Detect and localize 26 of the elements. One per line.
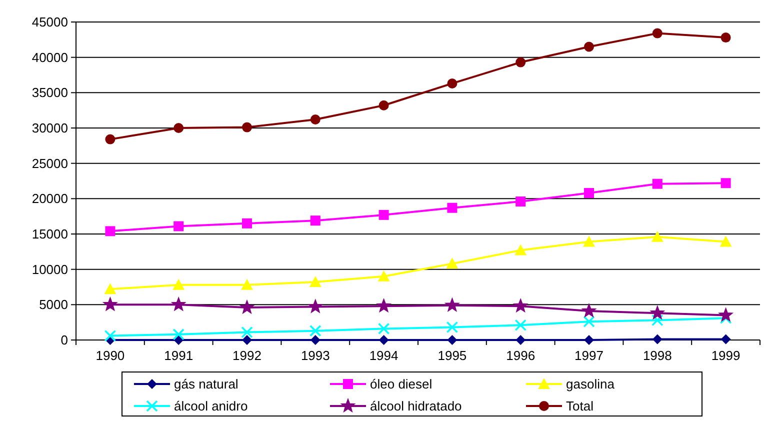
y-tick-label: 45000 [32, 14, 68, 30]
legend-label: Total [566, 398, 594, 414]
y-tick-label: 10000 [32, 262, 68, 277]
x-tick-label: 1998 [642, 348, 672, 363]
x-tick-label: 1992 [232, 348, 262, 363]
x-tick-label: 1990 [96, 348, 125, 363]
x-tick-label: 1996 [506, 348, 536, 363]
x-tick-label: 1991 [164, 348, 194, 363]
y-tick-label: 20000 [32, 191, 68, 206]
legend-label: gasolina [566, 376, 616, 392]
y-tick-label: 0 [60, 332, 68, 348]
y-tick-label: 35000 [32, 85, 68, 100]
x-tick-label: 1994 [369, 348, 398, 363]
y-tick-label: 40000 [32, 50, 68, 65]
y-tick-label: 15000 [32, 226, 68, 242]
x-tick-label: 1997 [574, 348, 604, 363]
y-tick-label: 5000 [39, 297, 68, 312]
legend-label: álcool anidro [174, 398, 248, 414]
x-tick-label: 1993 [300, 348, 330, 363]
x-tick-label: 1995 [438, 348, 467, 363]
legend-label: álcool hidratado [370, 398, 462, 414]
legend-label: óleo diesel [370, 376, 432, 392]
x-tick-label: 1999 [711, 348, 740, 363]
y-tick-label: 25000 [32, 156, 68, 171]
y-tick-label: 30000 [32, 120, 68, 136]
legend-label: gás natural [174, 376, 238, 392]
